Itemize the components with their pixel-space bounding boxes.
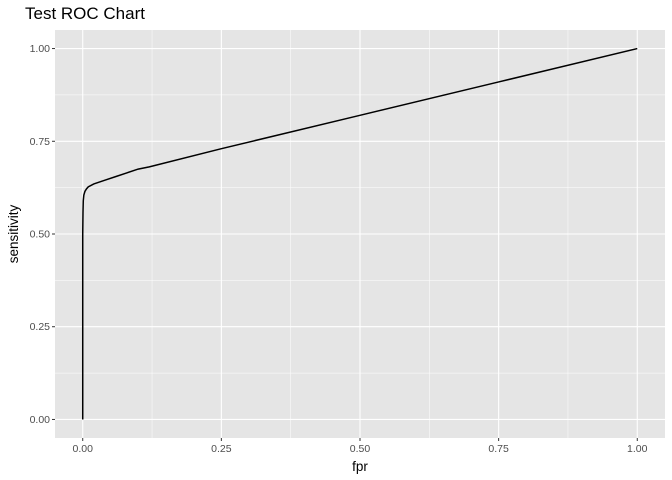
y-tick-label: 1.00 (30, 43, 51, 55)
x-tick-label: 1.00 (627, 443, 648, 455)
x-tick-label: 0.00 (73, 443, 94, 455)
x-axis: 0.00 0.25 0.50 0.75 1.00 (73, 438, 648, 455)
y-axis-title: sensitivity (6, 204, 21, 263)
x-tick-label: 0.25 (211, 443, 232, 455)
x-tick-label: 0.75 (488, 443, 509, 455)
y-axis: 0.00 0.25 0.50 0.75 1.00 (30, 43, 55, 426)
y-tick-label: 0.25 (30, 321, 51, 333)
x-tick-label: 0.50 (350, 443, 371, 455)
y-tick-label: 0.00 (30, 414, 51, 426)
y-tick-label: 0.75 (30, 136, 51, 148)
chart-title: Test ROC Chart (25, 4, 145, 23)
y-tick-label: 0.50 (30, 229, 51, 241)
x-axis-title: fpr (352, 459, 368, 474)
roc-curve-line (81, 47, 638, 420)
